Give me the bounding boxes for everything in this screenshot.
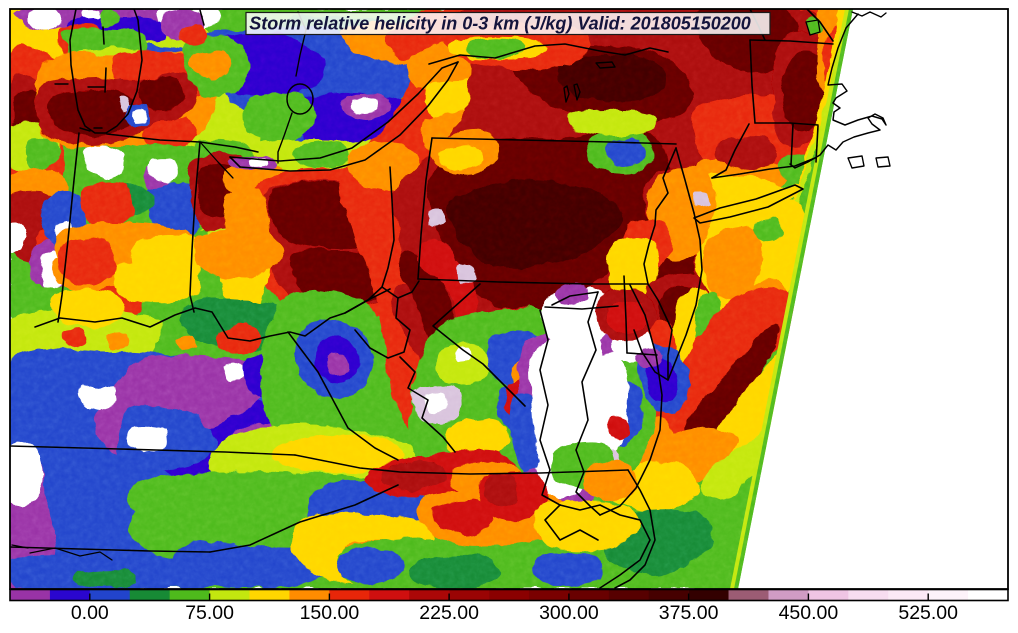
svg-text:0.00: 0.00 — [71, 602, 109, 624]
svg-text:450.00: 450.00 — [779, 602, 839, 624]
svg-text:525.00: 525.00 — [898, 602, 958, 624]
svg-text:225.00: 225.00 — [419, 602, 479, 624]
svg-text:300.00: 300.00 — [539, 602, 599, 624]
svg-text:75.00: 75.00 — [185, 602, 234, 624]
svg-text:150.00: 150.00 — [300, 602, 360, 624]
svg-text:Storm relative helicity in 0-3: Storm relative helicity in 0-3 km (J/kg)… — [249, 14, 751, 34]
svg-text:375.00: 375.00 — [659, 602, 719, 624]
